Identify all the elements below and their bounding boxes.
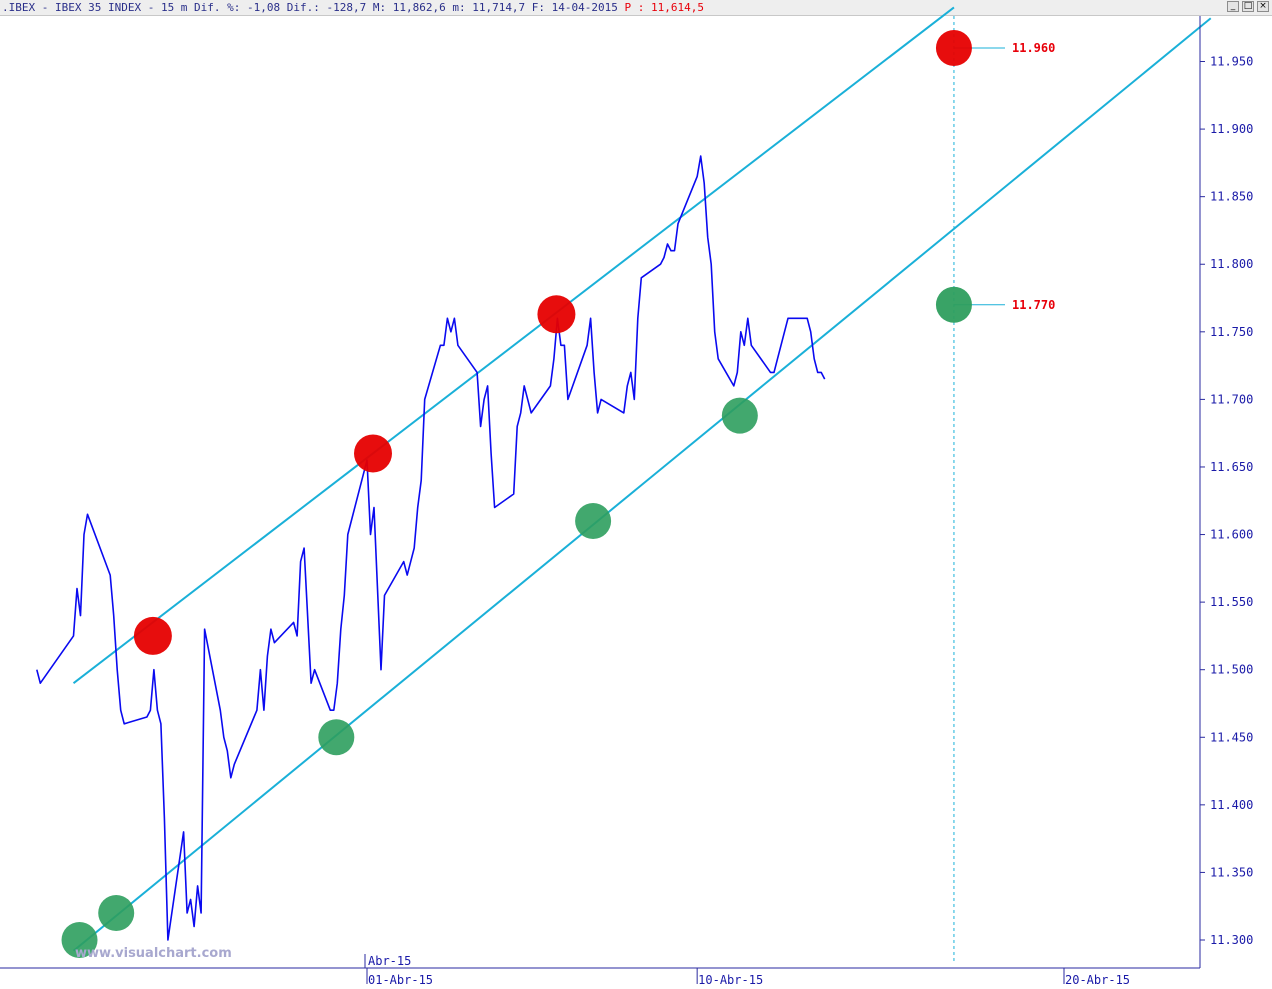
price-line xyxy=(36,155,826,941)
axes: 11.300 11.350 11.400 11.450 11.500 11.550 11.6… xyxy=(0,16,1253,987)
support-touch-marker-1 xyxy=(98,894,135,931)
channel-lines xyxy=(72,6,1212,952)
target-label-support: 11.770 xyxy=(1012,298,1055,312)
month-label: Abr-15 xyxy=(368,954,411,968)
chart-title-bar: .IBEX - IBEX 35 INDEX - 15 m Dif. %: -1,… xyxy=(0,0,1272,16)
support-touch-marker-0 xyxy=(61,922,98,958)
projection-guides: 11.960 11.770 xyxy=(953,16,1055,963)
y-tick-label: 11.600 xyxy=(1210,528,1253,542)
y-tick-label: 11.300 xyxy=(1210,933,1253,947)
y-tick-label: 11.700 xyxy=(1210,392,1253,406)
y-tick-label: 11.900 xyxy=(1210,122,1253,136)
x-tick-label: 20-Abr-15 xyxy=(1065,973,1130,987)
y-tick-label: 11.400 xyxy=(1210,798,1253,812)
instrument-summary: .IBEX - IBEX 35 INDEX - 15 m Dif. %: -1,… xyxy=(2,0,704,15)
lower-channel-line xyxy=(72,17,1212,952)
target-marker-resistance xyxy=(935,30,972,66)
resistance-touch-marker-0 xyxy=(133,616,172,655)
minimize-button[interactable]: _ xyxy=(1227,1,1239,12)
price-series xyxy=(36,155,826,941)
y-tick-label: 11.350 xyxy=(1210,865,1253,879)
y-tick-label: 11.450 xyxy=(1210,730,1253,744)
target-marker-support xyxy=(935,286,972,323)
y-tick-label: 11.950 xyxy=(1210,55,1253,69)
y-tick-label: 11.500 xyxy=(1210,663,1253,677)
resistance-touch-marker-1 xyxy=(354,434,392,473)
y-tick-label: 11.750 xyxy=(1210,325,1253,339)
y-tick-label: 11.550 xyxy=(1210,595,1253,609)
resistance-touch-marker-2 xyxy=(537,295,576,334)
support-touch-marker-4 xyxy=(721,397,758,434)
y-tick-label: 11.850 xyxy=(1210,190,1253,204)
close-button[interactable]: × xyxy=(1257,1,1269,12)
y-tick-label: 11.650 xyxy=(1210,460,1253,474)
support-touch-marker-3 xyxy=(575,503,612,540)
last-price-label: P : 11,614,5 xyxy=(624,1,705,14)
upper-channel-line xyxy=(72,6,955,685)
instrument-title: .IBEX - IBEX 35 INDEX - 15 m Dif. %: -1,… xyxy=(2,1,625,14)
y-tick-label: 11.800 xyxy=(1210,257,1253,271)
watermark: www.visualchart.com xyxy=(75,946,232,961)
target-label-resistance: 11.960 xyxy=(1012,41,1055,55)
x-tick-label: 10-Abr-15 xyxy=(698,973,763,987)
maximize-button[interactable]: □ xyxy=(1242,1,1254,12)
support-touch-marker-2 xyxy=(318,719,355,756)
x-tick-label: 01-Abr-15 xyxy=(368,973,433,987)
touch-markers xyxy=(61,30,972,958)
